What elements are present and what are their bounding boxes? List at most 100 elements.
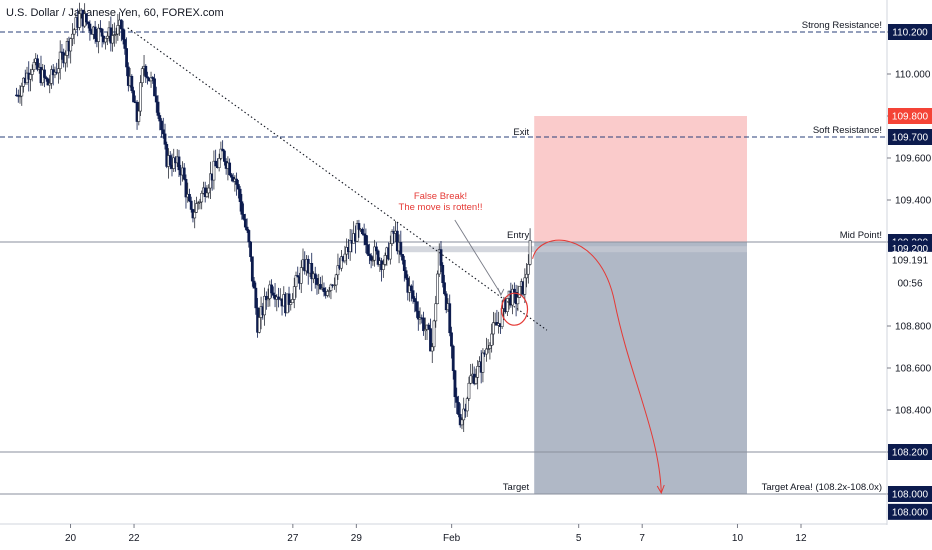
candle-body — [158, 115, 162, 122]
candle-body — [460, 419, 464, 426]
candle-body — [219, 148, 223, 159]
candle-body — [214, 160, 218, 167]
candle-body — [348, 240, 352, 253]
candle-body — [222, 150, 226, 162]
candle-body — [406, 277, 410, 293]
candle-body — [125, 48, 128, 68]
candle-body — [476, 366, 480, 378]
candle-body — [516, 297, 520, 305]
candle-body — [401, 254, 404, 261]
candle-body — [313, 273, 317, 279]
candle-body — [299, 267, 303, 284]
candle-body — [512, 288, 516, 293]
candle-body — [29, 74, 32, 80]
y-tick-label: 108.800 — [895, 322, 932, 333]
candle-body — [355, 223, 359, 242]
candle-body — [291, 299, 294, 304]
candle-body — [50, 69, 53, 84]
candle-body — [277, 296, 280, 300]
candle-body — [525, 273, 528, 279]
candle-body — [411, 290, 415, 299]
candle-body — [474, 376, 478, 384]
candle-body — [390, 231, 394, 244]
candle-body — [229, 174, 233, 178]
candle-body — [245, 226, 249, 231]
annotation-rotten: The move is rotten!! — [399, 202, 483, 213]
candle-body — [200, 193, 204, 203]
candle-body — [123, 39, 127, 49]
x-tick-label: 29 — [351, 533, 363, 544]
annotation-arrowhead — [497, 287, 505, 297]
candle-body — [18, 95, 22, 98]
candle-body — [436, 273, 439, 305]
candle-body — [376, 250, 380, 265]
candle-body — [139, 82, 142, 112]
y-tick-label: 108.600 — [895, 364, 932, 375]
candle-body — [249, 241, 252, 258]
price-badge — [888, 444, 932, 460]
candle-body — [32, 62, 36, 70]
candle-body — [402, 259, 406, 271]
candle-body — [270, 284, 273, 294]
x-tick-label: 22 — [128, 533, 140, 544]
candle-body — [196, 202, 200, 204]
x-tick-label: 7 — [639, 533, 645, 544]
candle-body — [112, 34, 116, 36]
candle-body — [469, 375, 473, 384]
candle-body — [374, 246, 378, 252]
candle-body — [409, 285, 413, 291]
price-badge — [888, 24, 932, 40]
price-badge-label: 109.700 — [892, 133, 929, 144]
candle-body — [154, 95, 158, 103]
candle-body — [114, 33, 118, 36]
candle-body — [319, 284, 322, 290]
candle-body — [160, 120, 163, 131]
horizontal-levels: Strong Resistance! Soft Resistance! Mid Po… — [0, 20, 887, 495]
price-badge — [888, 129, 932, 145]
candle-body — [156, 101, 160, 116]
annotation-false-break: False Break! — [414, 191, 467, 202]
candle-body — [427, 324, 431, 329]
candle-body — [238, 188, 242, 203]
candle-body — [327, 290, 331, 292]
candle-body — [263, 295, 266, 316]
candle-body — [336, 265, 340, 276]
candle-body — [69, 38, 73, 52]
price-badge — [888, 108, 932, 124]
candle-body — [105, 35, 109, 39]
candle-body — [429, 328, 432, 352]
candle-body — [457, 402, 460, 415]
candle-body — [364, 234, 368, 245]
time-axis[interactable]: 20 22 27 29 Feb 5 7 10 12 — [65, 524, 807, 544]
candle-body — [189, 200, 193, 210]
candle-body — [434, 303, 438, 322]
candle-body — [46, 78, 50, 86]
candle-body — [430, 346, 434, 352]
price-badge-label: 108.200 — [892, 448, 929, 459]
candle-body — [505, 298, 509, 313]
level-label: Strong Resistance! — [802, 20, 882, 31]
candle-body — [266, 298, 270, 301]
candle-body — [465, 398, 469, 412]
candle-body — [149, 77, 153, 82]
drawing-overlays: False Break!The move is rotten!! Exit Entr… — [127, 27, 665, 495]
y-tick-label: 109.400 — [895, 196, 932, 207]
candle-body — [383, 255, 387, 265]
x-tick-label: 27 — [287, 533, 299, 544]
x-tick-label: 20 — [65, 533, 77, 544]
candle-body — [168, 155, 172, 166]
candle-body — [254, 287, 258, 309]
candle-body — [182, 167, 186, 180]
candle-body — [264, 295, 268, 301]
candle-body — [343, 253, 347, 262]
candle-body — [132, 90, 135, 103]
candle-body — [315, 278, 319, 285]
candle-body — [212, 160, 216, 181]
candle-body — [209, 173, 212, 189]
candle-body — [146, 76, 149, 79]
candle-body — [116, 25, 120, 35]
candle-body — [326, 291, 329, 296]
candle-body — [451, 345, 455, 371]
x-tick-label: 12 — [795, 533, 807, 544]
